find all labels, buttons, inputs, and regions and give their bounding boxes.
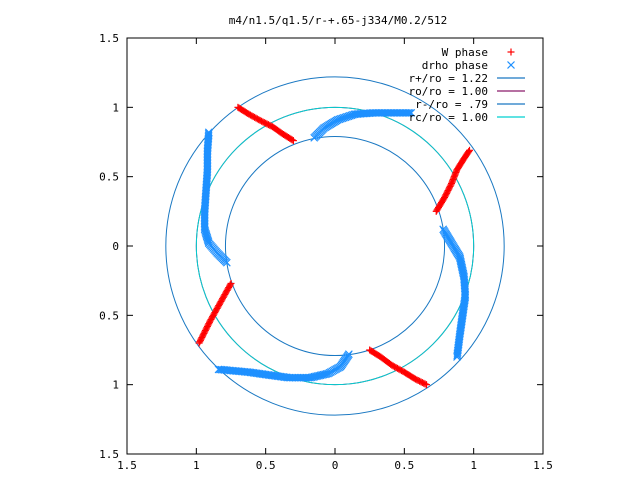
legend-w-phase: W phase [442,46,515,59]
drho-phase-point [316,371,325,380]
legend-label: drho phase [422,59,488,72]
y-tick-label: 0.5 [99,171,119,184]
drho-phase-point [404,108,413,117]
axis-ticks: 1.5 1 0.5 0 0.5 1 1.51.510.500.511.5 [99,32,553,472]
y-tick-label: 0 [112,240,119,253]
legend-label: rc/ro = 1.00 [409,111,488,124]
x-tick-label: 0 [332,459,339,472]
drho-phase-point [322,369,331,378]
phase-points [195,103,474,389]
radius-circles [165,76,505,416]
circle-r_c [195,106,475,386]
drho-phase-point [312,372,320,381]
drho-phase-point [313,372,322,380]
legend-r_minus: r-/ro = .79 [415,98,525,111]
x-tick-label: 0.5 [394,459,414,472]
x-tick-label: 1 [470,459,477,472]
drho-phase-point [324,369,332,378]
x-tick-label: 1 [193,459,200,472]
y-tick-label: 0.5 [99,309,119,322]
circle-r_o [195,106,475,386]
drho-phase-point [214,365,223,374]
w-phase-point [465,148,473,156]
drho-phase-point [319,370,328,379]
drho-phase-point [453,353,461,361]
drho-phase-point [315,371,323,380]
drho-phase-point [507,61,515,69]
legend-label: ro/ro = 1.00 [409,85,488,98]
x-tick-label: 1.5 [117,459,137,472]
w-phase-point [195,339,203,347]
circle-r_minus [224,135,446,357]
w-phase-series [195,103,474,389]
w-phase-point [466,146,474,154]
legend-label: r-/ro = .79 [415,98,488,111]
drho-phase-point [310,372,319,381]
drho-phase-point [321,370,329,379]
legend-label: r+/ro = 1.22 [409,72,488,85]
y-tick-label: 1.5 [99,32,119,45]
drho-phase-series [200,108,470,382]
x-tick-label: 1.5 [533,459,553,472]
w-phase-point [423,381,431,389]
w-phase-point [196,338,204,346]
y-tick-label: 1.5 [99,448,119,461]
circle-r_plus [165,76,505,416]
drho-phase-point [204,236,212,245]
chart-title: m4/n1.5/q1.5/r-+.65-j334/M0.2/512 [229,14,448,27]
drho-phase-point [318,371,326,379]
legend-drho-phase: drho phase [422,59,515,72]
w-phase-point [421,380,429,388]
legend-r_o: ro/ro = 1.00 [409,85,525,98]
y-tick-label: 1 [112,101,119,114]
w-phase-point [507,48,515,56]
drho-phase-point [216,365,224,374]
legend-r_c: rc/ro = 1.00 [409,111,525,124]
drho-phase-point [407,108,416,117]
drho-phase-point [222,258,231,267]
drho-phase-point [405,108,414,117]
w-phase-point [289,137,297,145]
y-tick-label: 1 [112,379,119,392]
drho-phase-point [453,349,462,358]
w-phase-point [288,136,296,144]
legend-r_plus: r+/ro = 1.22 [409,72,525,85]
legend-label: W phase [442,46,488,59]
drho-phase-point [217,365,226,374]
x-tick-label: 0.5 [256,459,276,472]
drho-phase-point [453,351,462,360]
